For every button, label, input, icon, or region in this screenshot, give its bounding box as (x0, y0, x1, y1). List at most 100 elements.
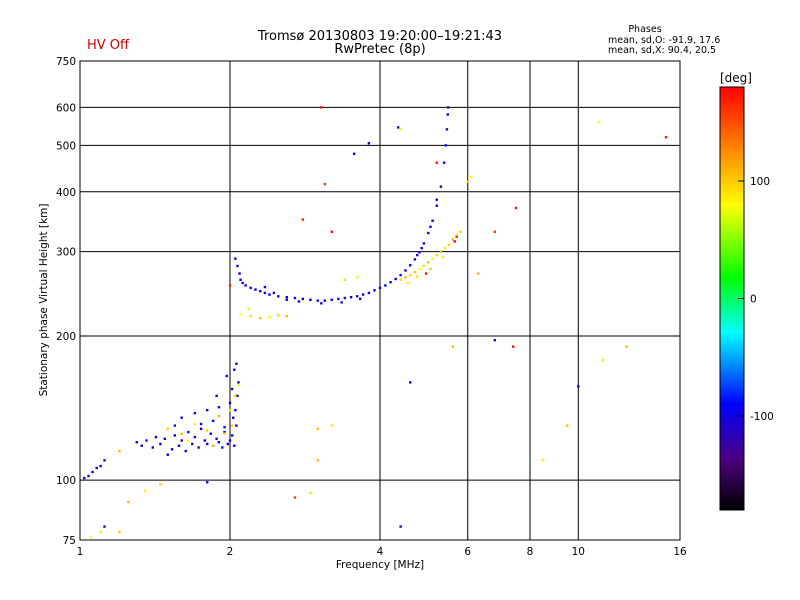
echo-point-s0-43 (193, 411, 197, 415)
echo-point-s2-0 (293, 496, 297, 499)
echo-point-s1-37 (230, 424, 234, 427)
colorbar-tick-label-0: -100 (750, 411, 774, 423)
echo-point-s0-87 (409, 264, 412, 267)
echo-point-s0-15 (173, 434, 177, 437)
echo-point-s0-60 (244, 284, 247, 287)
echo-point-s1-38 (118, 449, 121, 453)
echo-point-s0-4 (99, 464, 102, 468)
echo-point-s1-4 (277, 313, 280, 317)
echo-point-s1-2 (259, 316, 262, 320)
echo-point-s1-26 (166, 427, 169, 431)
echo-point-s1-47 (355, 276, 359, 279)
echo-point-s0-118 (205, 481, 209, 484)
echo-point-s0-11 (159, 442, 162, 446)
echo-point-s1-16 (439, 250, 443, 253)
echo-point-s1-43 (118, 530, 121, 534)
echo-point-s0-77 (355, 295, 359, 298)
echo-point-s0-49 (223, 425, 226, 429)
echo-point-s0-33 (228, 439, 232, 442)
echo-point-s0-25 (205, 442, 209, 446)
echo-point-s0-100 (435, 198, 438, 201)
echo-point-s0-38 (236, 394, 239, 398)
echo-point-s1-15 (435, 253, 438, 257)
echo-point-s1-11 (418, 267, 421, 271)
echo-point-s1-45 (330, 424, 333, 427)
echo-point-s0-94 (439, 185, 443, 188)
grid-lines (80, 61, 680, 540)
echo-point-s1-22 (406, 281, 410, 285)
echo-point-s0-21 (193, 435, 197, 439)
echo-point-s1-42 (99, 530, 102, 534)
echo-point-s2-2 (320, 106, 323, 109)
echo-point-s1-23 (415, 275, 419, 278)
x-tick-label-4: 8 (527, 546, 534, 558)
echo-point-s0-32 (226, 442, 230, 446)
echo-point-s0-39 (237, 381, 240, 384)
echo-point-s1-20 (455, 233, 458, 237)
echo-point-s0-79 (367, 291, 371, 295)
echo-point-s0-40 (232, 416, 235, 419)
echo-point-s1-32 (234, 394, 237, 398)
echo-point-s0-36 (235, 424, 238, 427)
echo-point-s1-46 (316, 427, 319, 431)
echo-point-s0-84 (394, 277, 397, 281)
y-axis-label: Stationary phase Virtual Height [km] (38, 204, 50, 397)
echo-point-s2-5 (453, 240, 456, 243)
echo-point-s1-56 (601, 359, 605, 362)
echo-point-s1-17 (443, 246, 447, 250)
echo-point-s0-58 (239, 278, 242, 281)
echo-point-s0-52 (233, 368, 236, 371)
echo-point-s0-16 (177, 444, 181, 447)
echo-point-s0-41 (173, 424, 177, 427)
echo-point-s0-88 (413, 258, 417, 261)
echo-point-s1-41 (127, 500, 130, 504)
echo-point-s1-14 (431, 257, 434, 260)
echo-point-s0-24 (203, 439, 206, 442)
echo-point-s2-11 (493, 230, 497, 233)
echo-point-s1-40 (159, 483, 162, 486)
y-tick-label-2: 200 (56, 331, 76, 343)
echo-point-s1-0 (239, 313, 242, 316)
echo-point-s0-53 (235, 362, 238, 365)
x-axis-ticks: 1 2 4 6 8 10 16 (77, 546, 687, 558)
echo-point-s0-35 (233, 444, 236, 447)
echo-point-s0-2 (91, 470, 94, 474)
echo-point-s0-83 (389, 280, 392, 284)
x-tick-label-0: 1 (77, 546, 84, 558)
echo-point-s0-110 (272, 291, 276, 295)
echo-point-s1-24 (429, 267, 432, 271)
chart-subtitle: RwPretec (8p) (334, 42, 425, 57)
echo-point-s0-68 (293, 296, 297, 300)
echo-point-s1-5 (285, 314, 288, 318)
echo-point-s1-28 (193, 422, 197, 426)
y-tick-label-4: 400 (56, 187, 76, 199)
echo-point-s1-13 (427, 261, 430, 264)
echo-point-s0-80 (373, 289, 376, 292)
echo-point-s2-3 (323, 182, 327, 186)
echo-point-s2-8 (511, 345, 515, 348)
echo-point-s2-1 (301, 218, 305, 221)
colorbar-tick-label-2: 100 (750, 176, 770, 188)
y-tick-label-5: 500 (56, 140, 76, 152)
chart-title: Tromsø 20130803 19:20:00–19:21:43 (257, 29, 502, 44)
x-tick-label-5: 10 (572, 546, 585, 558)
echo-point-s0-98 (446, 113, 449, 116)
echo-point-s0-75 (343, 296, 347, 300)
echo-point-s0-116 (577, 385, 580, 388)
echo-point-s0-104 (285, 298, 288, 301)
phases-x-stats: mean, sd,X: 90.4, 20.5 (608, 45, 716, 56)
x-tick-label-6: 16 (673, 546, 687, 558)
echo-point-s0-93 (435, 204, 438, 207)
echo-point-s1-1 (249, 314, 252, 318)
colorbar-label: [deg] (720, 71, 752, 85)
echo-point-s1-59 (309, 491, 312, 495)
echo-point-s1-44 (89, 536, 92, 539)
echo-point-s2-12 (664, 135, 668, 139)
echo-point-s0-48 (211, 419, 215, 423)
echo-point-s0-114 (409, 381, 412, 384)
x-tick-label-1: 2 (227, 546, 234, 558)
echo-point-s0-89 (418, 251, 421, 254)
echo-point-s0-78 (361, 293, 365, 296)
echo-point-s0-20 (191, 442, 194, 446)
echo-point-s1-21 (459, 230, 462, 233)
